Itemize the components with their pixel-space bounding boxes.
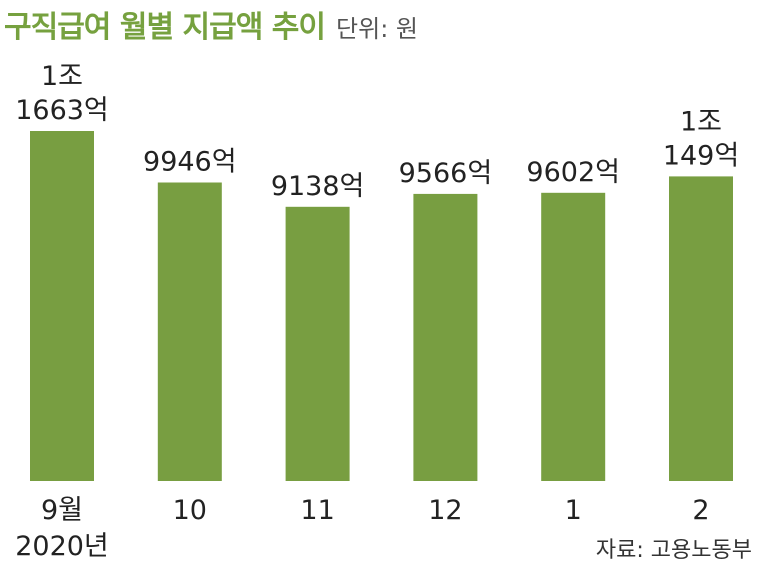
value-label-1-2: 1663억 [15,95,109,126]
value-label-6-2: 149억 [663,140,739,171]
unit-label: 단위: 원 [336,15,418,43]
value-label-6-1: 1조 [680,106,722,137]
category-label-4: 12 [428,495,462,526]
category-sublabel-1: 2020년 [15,531,109,562]
value-label-2-1: 9946억 [143,147,237,178]
bar-6 [669,176,733,481]
title-row: 구직급여 월별 지급액 추이 단위: 원 [4,2,418,46]
value-label-3-1: 9138억 [271,171,365,202]
bar-5 [541,192,606,482]
bar-4 [413,193,478,481]
category-label-3: 11 [300,495,334,526]
category-label-2: 10 [173,495,207,526]
bar-2 [157,182,222,481]
bar-1 [30,131,94,481]
bar-3 [285,206,350,482]
category-label-6: 2 [692,495,709,526]
value-label-5-1: 9602억 [526,157,620,188]
chart-title: 구직급여 월별 지급액 추이 [4,10,326,45]
value-label-4-1: 9566억 [399,158,493,189]
value-label-1-1: 1조 [41,61,83,92]
source-label: 자료: 고용노동부 [595,538,752,563]
category-label-5: 1 [565,495,582,526]
category-label-1: 9월 [41,495,83,526]
